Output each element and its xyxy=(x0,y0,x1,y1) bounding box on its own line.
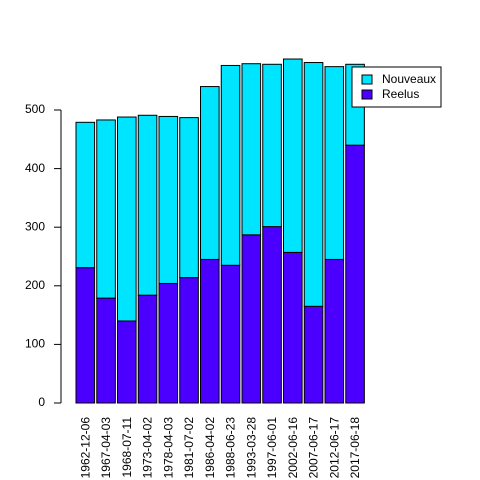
bar-reelus-1 xyxy=(96,297,116,404)
bar-nouveaux-5 xyxy=(179,117,199,279)
bar-reelus-12 xyxy=(324,258,345,404)
bar-reelus-8 xyxy=(241,234,262,404)
legend-label-reelus: Reelus xyxy=(382,87,419,101)
x-tick-label: 2017-06-18 xyxy=(348,417,362,479)
y-tick-label: 400 xyxy=(25,161,45,175)
bar-reelus-2 xyxy=(117,320,137,404)
x-tick-label: 1962-12-06 xyxy=(78,417,92,479)
x-tick-label: 2002-06-16 xyxy=(286,417,300,479)
bar-nouveaux-2 xyxy=(117,116,137,322)
y-tick-label: 500 xyxy=(25,102,45,116)
bar-reelus-10 xyxy=(283,251,303,404)
x-tick-label: 2012-06-17 xyxy=(327,417,341,479)
bar-nouveaux-0 xyxy=(75,121,96,269)
legend-swatch-reelus xyxy=(361,89,373,100)
bar-reelus-0 xyxy=(75,267,96,404)
bar-nouveaux-3 xyxy=(137,114,158,296)
y-tick-label: 300 xyxy=(25,219,45,233)
bar-nouveaux-9 xyxy=(262,63,282,228)
bar-nouveaux-7 xyxy=(220,64,241,266)
legend-box xyxy=(351,66,442,108)
bars-layer xyxy=(75,58,365,404)
x-tick-label: 1973-04-02 xyxy=(141,417,155,479)
bar-nouveaux-8 xyxy=(241,63,262,236)
x-tick-label: 1967-04-03 xyxy=(99,417,113,479)
bar-reelus-6 xyxy=(200,258,220,404)
bar-nouveaux-10 xyxy=(283,58,303,253)
legend-swatch-nouveaux xyxy=(361,74,373,85)
bar-reelus-4 xyxy=(158,282,179,404)
x-axis-labels: 1962-12-06 1967-04-03 1968-07-11 1973-04-02… xyxy=(78,417,362,479)
y-tick-label: 200 xyxy=(25,278,45,292)
x-tick-label: 2007-06-17 xyxy=(307,417,321,479)
x-tick-label: 1986-04-02 xyxy=(203,417,217,479)
x-tick-label: 1978-04-03 xyxy=(161,417,175,479)
bar-reelus-11 xyxy=(303,305,324,404)
x-tick-label: 1981-07-02 xyxy=(182,417,196,479)
bar-nouveaux-1 xyxy=(96,119,116,299)
y-tick-label: 0 xyxy=(38,395,45,409)
bar-nouveaux-4 xyxy=(158,115,179,284)
x-tick-label: 1968-07-11 xyxy=(120,417,134,478)
bar-nouveaux-6 xyxy=(200,86,220,260)
legend-label-nouveaux: Nouveaux xyxy=(382,72,436,86)
bar-reelus-13 xyxy=(345,144,365,404)
bar-reelus-3 xyxy=(137,294,158,404)
bar-reelus-9 xyxy=(262,226,282,404)
bar-nouveaux-11 xyxy=(303,62,324,307)
bar-reelus-5 xyxy=(179,277,199,404)
y-tick-label: 100 xyxy=(25,337,45,351)
x-tick-label: 1988-06-23 xyxy=(224,417,238,479)
y-axis: 0 100 200 300 400 500 xyxy=(25,102,62,409)
x-tick-label: 1997-06-01 xyxy=(265,417,279,479)
bar-nouveaux-12 xyxy=(324,66,345,260)
bar-reelus-7 xyxy=(220,264,241,404)
x-tick-label: 1993-03-28 xyxy=(244,417,258,479)
